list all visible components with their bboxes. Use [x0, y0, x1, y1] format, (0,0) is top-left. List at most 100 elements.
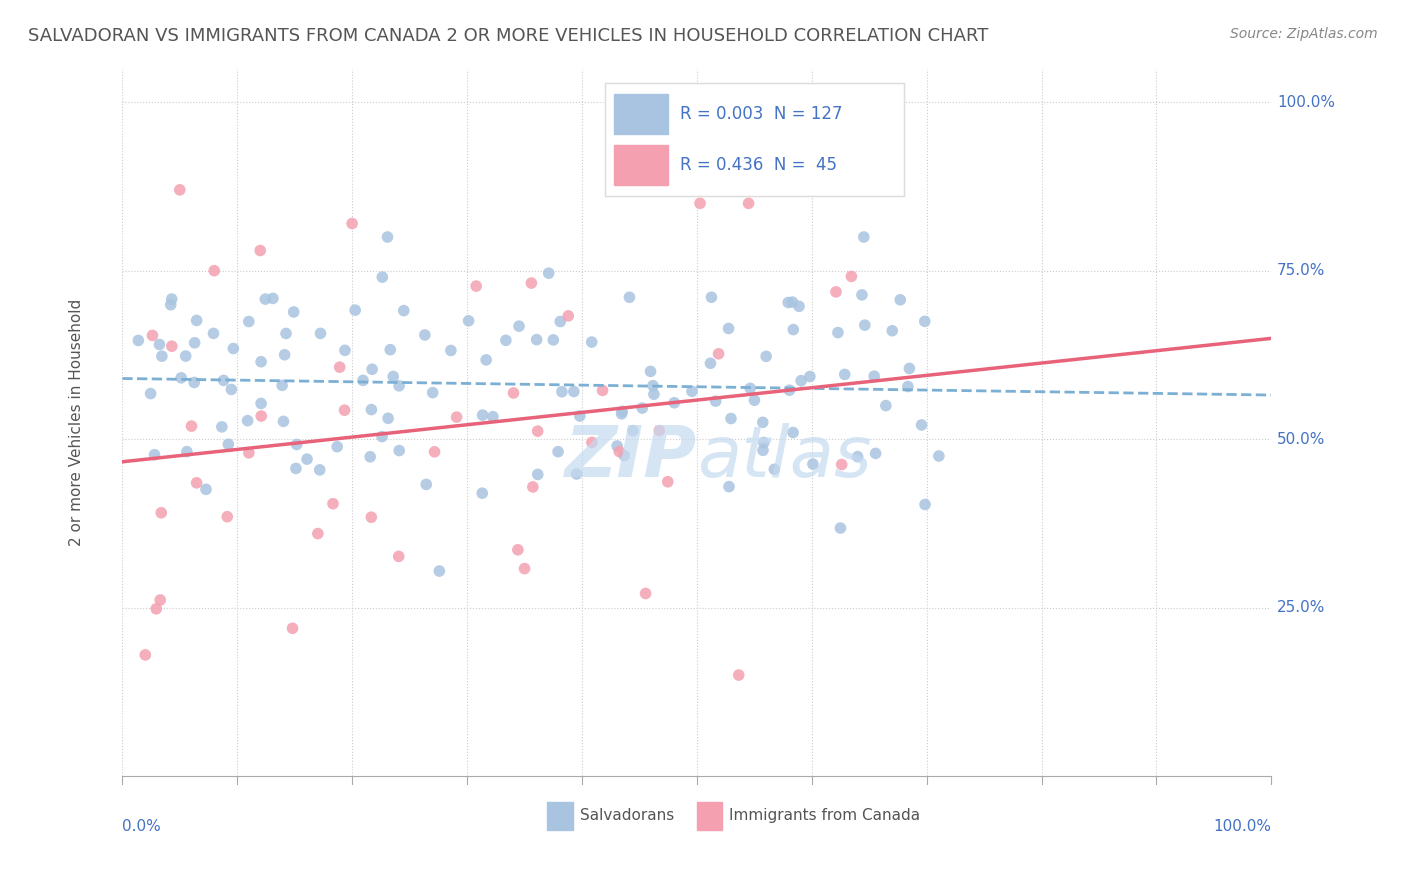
- Point: [422, 385, 444, 400]
- Point: [592, 384, 614, 398]
- Point: [910, 417, 932, 432]
- Point: [718, 480, 741, 494]
- Point: [889, 293, 911, 307]
- Point: [717, 321, 740, 335]
- Point: [606, 439, 628, 453]
- Point: [897, 379, 920, 393]
- Point: [914, 498, 936, 512]
- Point: [160, 292, 183, 306]
- Point: [446, 410, 468, 425]
- Text: ZIP: ZIP: [565, 423, 697, 492]
- Point: [863, 369, 886, 384]
- Point: [799, 369, 821, 384]
- Point: [415, 477, 437, 491]
- Point: [581, 435, 603, 450]
- Point: [827, 326, 849, 340]
- Point: [613, 449, 636, 463]
- Point: [274, 326, 297, 341]
- Point: [643, 387, 665, 401]
- Point: [139, 386, 162, 401]
- Point: [875, 399, 897, 413]
- Point: [707, 347, 730, 361]
- Point: [471, 486, 494, 500]
- Point: [704, 394, 727, 409]
- Point: [522, 480, 544, 494]
- Point: [720, 411, 742, 425]
- Point: [427, 564, 450, 578]
- Point: [134, 648, 156, 662]
- Point: [882, 324, 904, 338]
- Point: [183, 335, 205, 350]
- Point: [150, 349, 173, 363]
- Text: 75.0%: 75.0%: [1277, 263, 1326, 278]
- Text: Immigrants from Canada: Immigrants from Canada: [728, 808, 920, 823]
- Point: [581, 334, 603, 349]
- Point: [689, 196, 711, 211]
- Point: [778, 295, 800, 310]
- Point: [471, 408, 494, 422]
- Point: [834, 368, 856, 382]
- Point: [149, 593, 172, 607]
- Point: [322, 497, 344, 511]
- Point: [308, 463, 330, 477]
- Text: 100.0%: 100.0%: [1277, 95, 1336, 110]
- Point: [250, 396, 273, 410]
- Point: [333, 403, 356, 417]
- Point: [329, 360, 352, 375]
- Point: [506, 542, 529, 557]
- Point: [186, 475, 208, 490]
- Point: [737, 196, 759, 211]
- Bar: [697, 802, 723, 830]
- Point: [508, 319, 530, 334]
- Point: [273, 348, 295, 362]
- Text: 2 or more Vehicles in Household: 2 or more Vehicles in Household: [69, 299, 84, 546]
- Bar: [547, 802, 572, 830]
- Point: [211, 420, 233, 434]
- Point: [755, 349, 778, 363]
- Point: [634, 586, 657, 600]
- Point: [217, 509, 239, 524]
- Point: [413, 328, 436, 343]
- Point: [744, 393, 766, 408]
- Point: [457, 314, 479, 328]
- Point: [250, 409, 273, 423]
- Point: [852, 230, 875, 244]
- Point: [898, 361, 921, 376]
- Point: [641, 378, 664, 392]
- Text: 100.0%: 100.0%: [1213, 819, 1271, 834]
- Point: [526, 467, 548, 482]
- Point: [222, 342, 245, 356]
- Point: [344, 303, 367, 318]
- Point: [914, 314, 936, 328]
- Point: [657, 475, 679, 489]
- Point: [513, 561, 536, 575]
- Point: [360, 510, 382, 524]
- Point: [520, 276, 543, 290]
- Point: [388, 379, 411, 393]
- Point: [537, 266, 560, 280]
- Point: [548, 314, 571, 328]
- Point: [360, 402, 382, 417]
- Point: [853, 318, 876, 333]
- Point: [752, 443, 775, 458]
- Point: [631, 401, 654, 415]
- Point: [801, 457, 824, 471]
- Point: [221, 383, 243, 397]
- Point: [159, 298, 181, 312]
- Point: [176, 444, 198, 458]
- Point: [681, 384, 703, 399]
- Point: [170, 371, 193, 385]
- Point: [841, 269, 863, 284]
- Point: [526, 424, 548, 438]
- Point: [831, 458, 853, 472]
- Point: [283, 305, 305, 319]
- Point: [388, 549, 411, 564]
- Point: [141, 328, 163, 343]
- Text: Source: ZipAtlas.com: Source: ZipAtlas.com: [1230, 27, 1378, 41]
- Point: [752, 415, 775, 429]
- Point: [238, 446, 260, 460]
- Point: [352, 373, 374, 387]
- Point: [281, 621, 304, 635]
- Point: [846, 450, 869, 464]
- Text: 25.0%: 25.0%: [1277, 600, 1326, 615]
